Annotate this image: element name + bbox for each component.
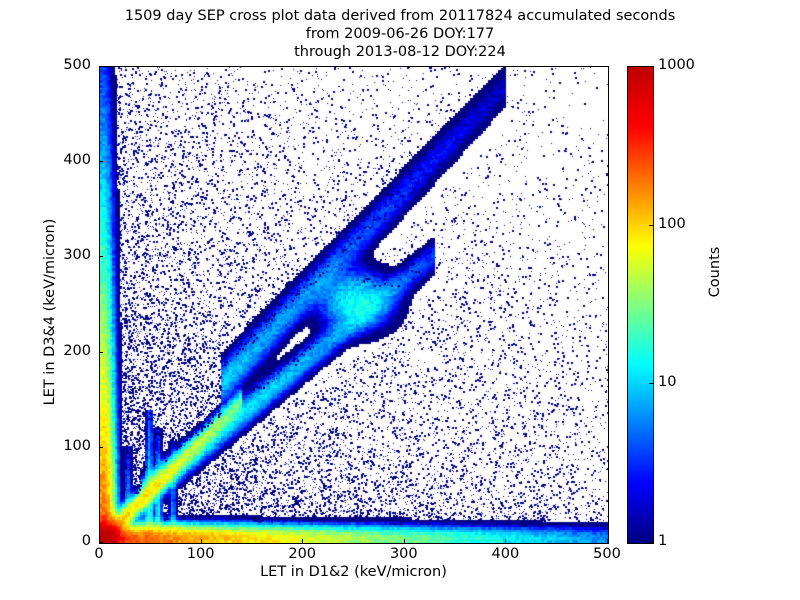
chart-title-line-1: 1509 day SEP cross plot data derived fro… bbox=[124, 8, 676, 24]
x-tick-mark bbox=[403, 539, 405, 543]
x-tick-mark bbox=[200, 539, 202, 543]
y-tick-label: 400 bbox=[63, 152, 91, 169]
y-tick-label: 200 bbox=[63, 342, 91, 359]
colorbar-tick-mark bbox=[649, 66, 653, 67]
density-scatter-plot bbox=[100, 67, 608, 543]
x-tick-mark bbox=[607, 539, 608, 543]
y-tick-label: 0 bbox=[81, 533, 91, 549]
y-tick-label: 100 bbox=[63, 437, 91, 454]
x-tick-label: 300 bbox=[389, 546, 418, 562]
colorbar-tick-mark bbox=[649, 542, 653, 543]
plot-area bbox=[99, 66, 609, 544]
y-tick-mark bbox=[99, 542, 103, 543]
colorbar-tick-mark bbox=[649, 383, 653, 385]
x-tick-mark bbox=[302, 539, 304, 543]
colorbar-tick-label: 1 bbox=[658, 533, 668, 549]
x-tick-label: 500 bbox=[593, 546, 621, 562]
y-tick-label: 500 bbox=[63, 57, 91, 73]
chart-title: 1509 day SEP cross plot data derived fro… bbox=[0, 7, 800, 61]
y-axis-label: LET in D3&4 (keV/micron) bbox=[42, 218, 58, 406]
colorbar-tick-label: 10 bbox=[658, 374, 677, 391]
x-tick-label: 400 bbox=[491, 546, 520, 562]
x-tick-label: 100 bbox=[186, 546, 215, 562]
colorbar-gradient bbox=[628, 67, 653, 543]
colorbar-label: Counts bbox=[707, 246, 723, 298]
chart-title-line-3: through 2013-08-12 DOY:224 bbox=[294, 44, 506, 60]
chart-title-line-2: from 2009-06-26 DOY:177 bbox=[305, 26, 495, 42]
colorbar bbox=[627, 66, 654, 544]
x-tick-mark bbox=[505, 539, 507, 543]
x-axis-label: LET in D1&2 (keV/micron) bbox=[260, 564, 447, 580]
y-tick-mark bbox=[99, 161, 103, 163]
colorbar-tick-mark bbox=[649, 224, 653, 226]
y-tick-mark bbox=[99, 256, 103, 258]
y-tick-mark bbox=[99, 66, 103, 67]
colorbar-tick-label: 1000 bbox=[658, 57, 695, 73]
x-tick-label: 0 bbox=[94, 546, 104, 562]
y-tick-mark bbox=[99, 446, 103, 448]
x-tick-label: 200 bbox=[288, 546, 317, 562]
x-tick-mark bbox=[99, 539, 100, 543]
y-tick-label: 300 bbox=[63, 247, 91, 264]
y-tick-mark bbox=[99, 351, 103, 353]
colorbar-tick-label: 100 bbox=[658, 215, 686, 232]
